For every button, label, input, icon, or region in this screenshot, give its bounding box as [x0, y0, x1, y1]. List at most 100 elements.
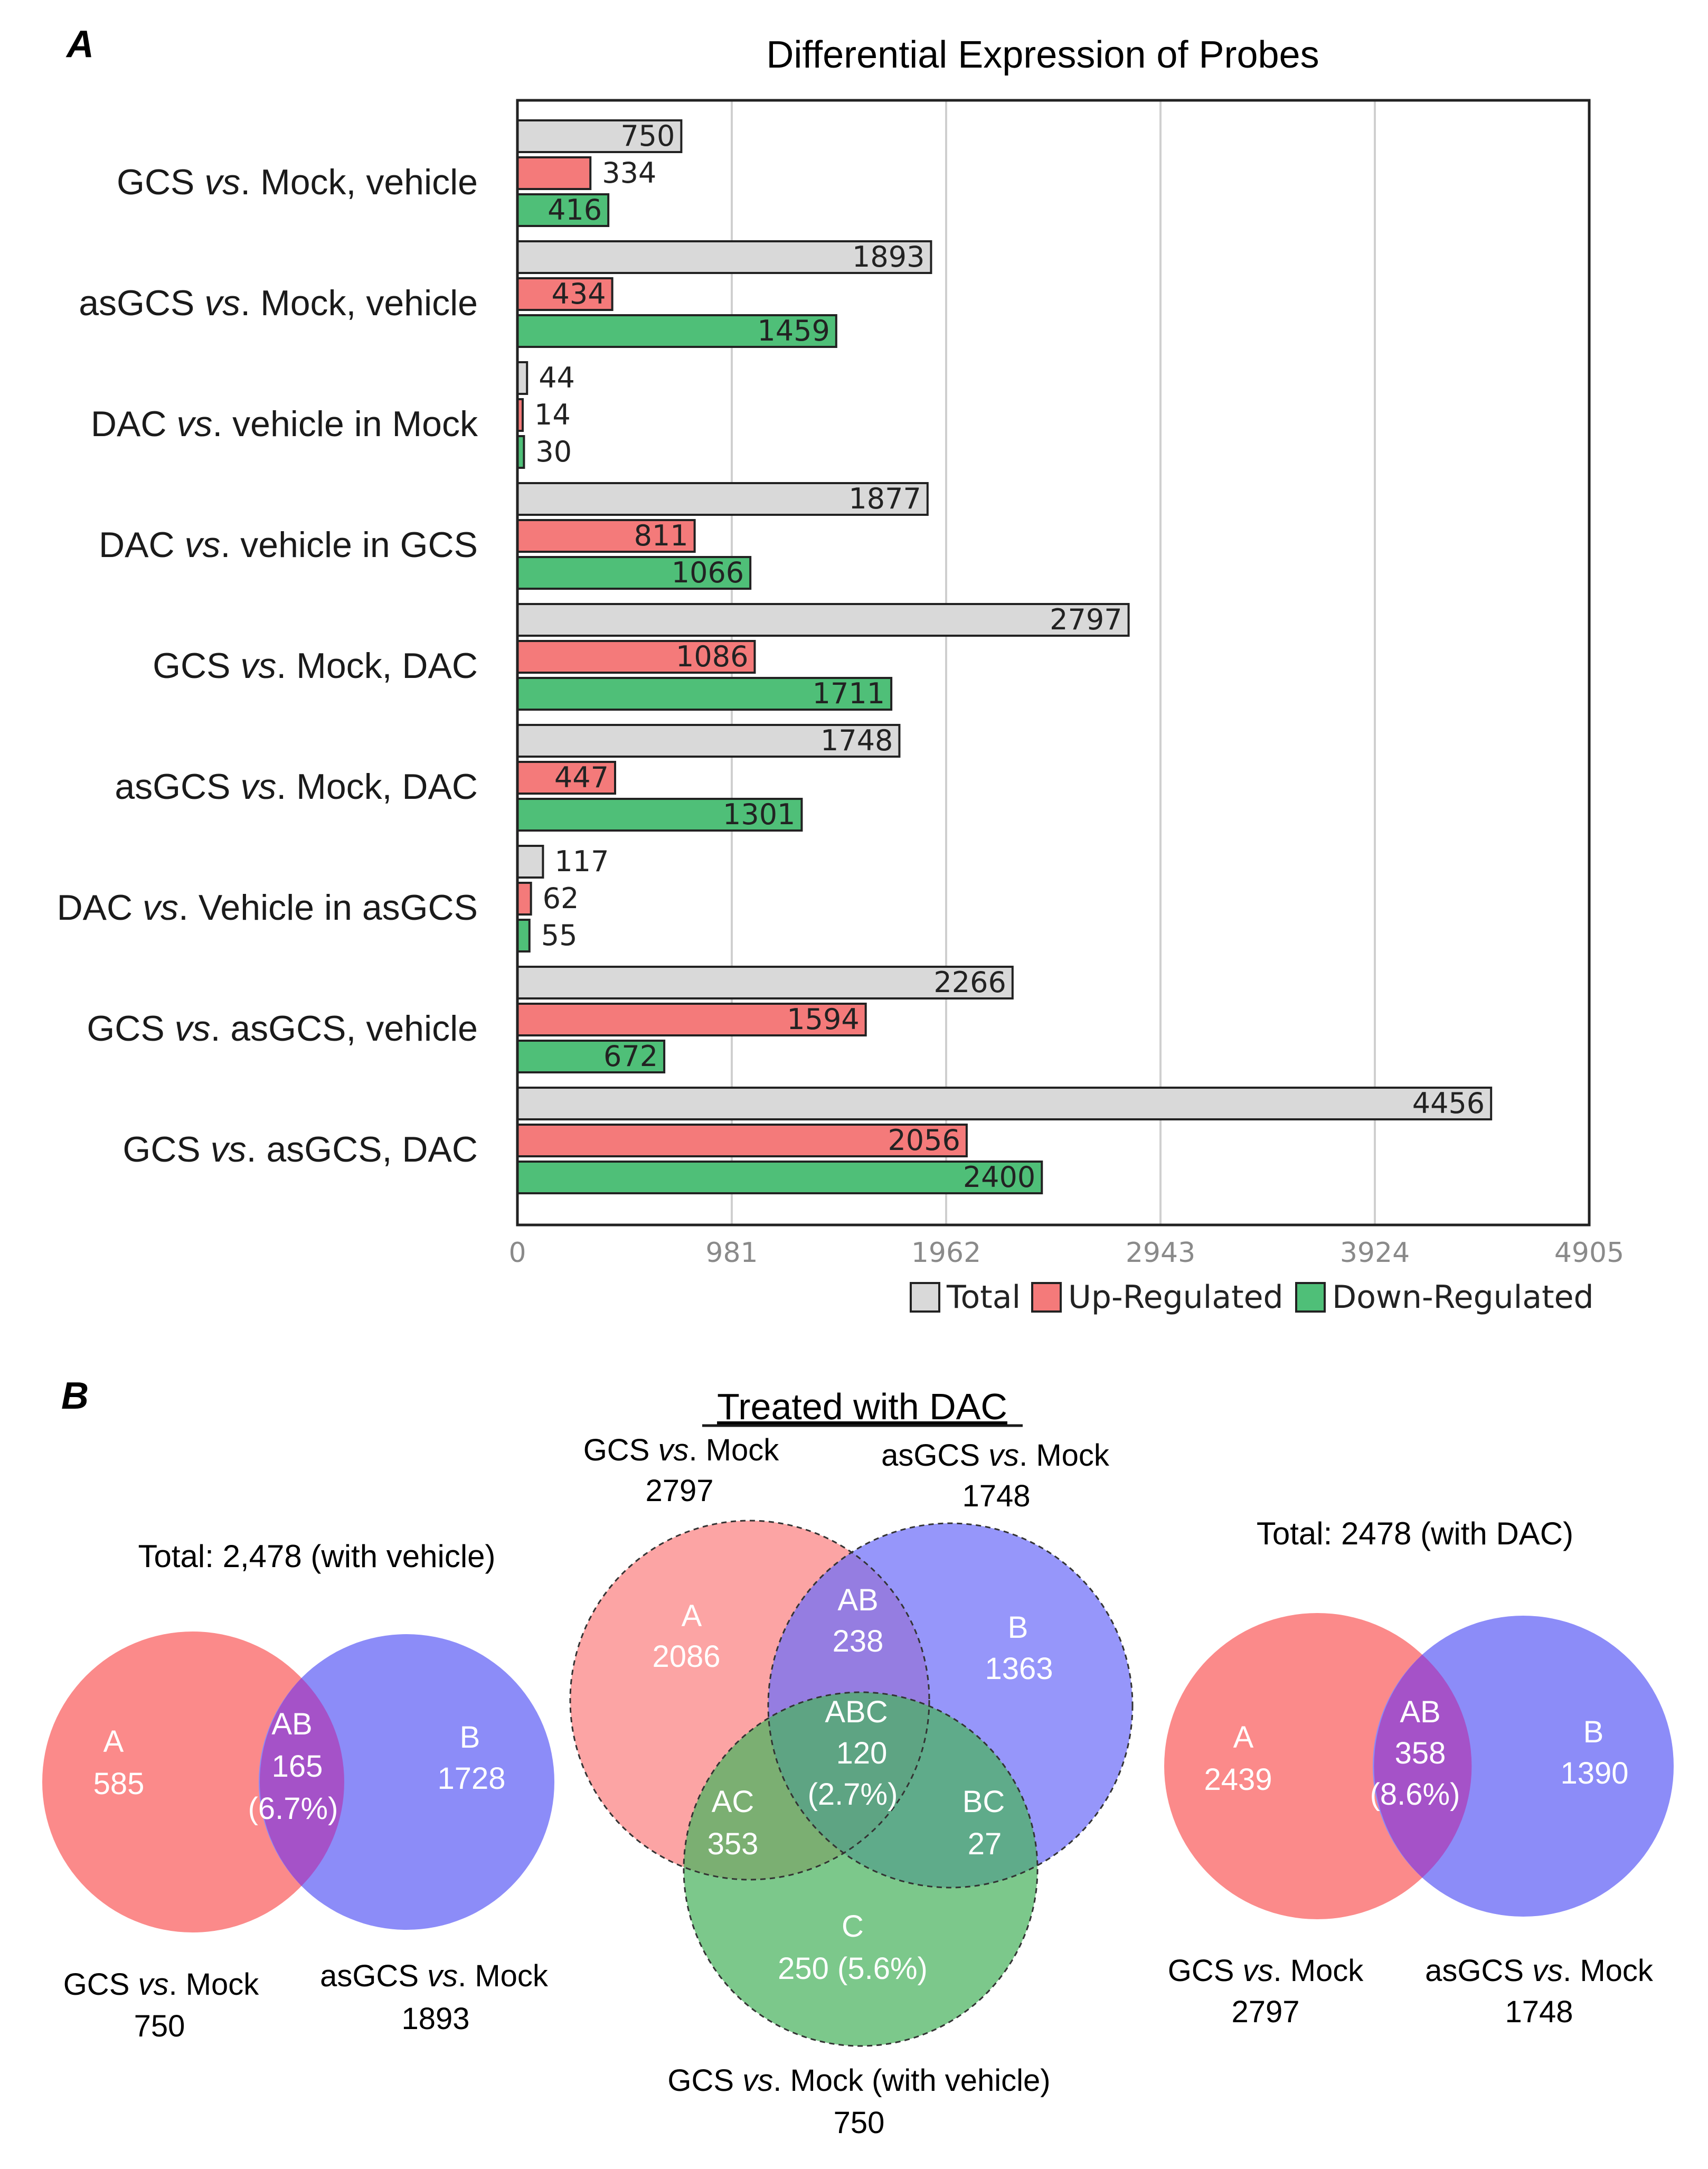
venn-middle-bc-value: 27 — [968, 1827, 1002, 1861]
venn-left-ab-label: AB — [271, 1707, 312, 1741]
bar-value-label: 1459 — [757, 314, 829, 347]
venn-left-b-label: B — [460, 1720, 480, 1755]
venn-middle-c-label: C — [842, 1909, 864, 1944]
venn-left-circle-a — [42, 1632, 343, 1932]
venn-left-b-value: 1728 — [437, 1761, 505, 1796]
venn-right-ab-label: AB — [1400, 1695, 1440, 1729]
venn-middle-set-b-count: 1748 — [962, 1479, 1030, 1513]
bar-value-label: 2056 — [888, 1124, 960, 1157]
venn-middle-bc-label: BC — [962, 1785, 1005, 1819]
venn-middle-ab-value: 238 — [833, 1624, 884, 1658]
category-label: GCS vs. asGCS, vehicle — [87, 1008, 478, 1049]
venn-left-ab-pct: (6.7%) — [248, 1791, 338, 1826]
bar-total — [516, 603, 1130, 637]
venn-right-set-b-count: 1748 — [1505, 1995, 1573, 2029]
venn-left-a-label: A — [103, 1724, 124, 1759]
venn-left-set-b-name: asGCS vs. Mock — [320, 1959, 549, 1993]
chart-title: Differential Expression of Probes — [766, 34, 1319, 76]
venn-middle-ac-value: 353 — [707, 1827, 759, 1861]
category-label: asGCS vs. Mock, vehicle — [79, 283, 478, 323]
venn-middle-title: Treated with DAC — [717, 1386, 1007, 1427]
bar-marks — [516, 119, 1493, 1194]
x-tick-label: 4905 — [1554, 1237, 1624, 1269]
venn-left-a-value: 585 — [93, 1767, 145, 1801]
bar-down-regulated — [516, 919, 531, 953]
venn-middle-set-a-count: 2797 — [645, 1474, 713, 1508]
venn-right-b-label: B — [1583, 1715, 1604, 1749]
bar-up-regulated — [516, 882, 532, 916]
category-label: GCS vs. Mock, DAC — [153, 646, 478, 686]
bar-total — [516, 119, 683, 153]
bar-value-label: 2400 — [963, 1161, 1035, 1194]
venn-right-ab-pct: (8.6%) — [1370, 1777, 1460, 1812]
venn-middle-set-b-name: asGCS vs. Mock — [881, 1438, 1110, 1473]
x-tick-label: 0 — [508, 1237, 526, 1269]
venn-right-a-label: A — [1233, 1720, 1254, 1755]
bar-total — [516, 240, 932, 274]
plot-frame — [516, 99, 1591, 1227]
venn-left-set-a-count: 750 — [134, 2009, 185, 2043]
venn-right: Total: 2478 (with DAC) A 2439 AB 358 (8.… — [1164, 1516, 1674, 2029]
bar-up-regulated — [516, 761, 616, 795]
bar-value-label: 1301 — [723, 798, 795, 831]
venn-middle-abc-label: ABC — [825, 1695, 888, 1729]
bar-total — [516, 845, 544, 879]
venn-right-set-a-name: GCS vs. Mock — [1168, 1954, 1364, 1988]
x-tick-label: 2943 — [1126, 1237, 1195, 1269]
venn-right-total: Total: 2478 (with DAC) — [1257, 1516, 1573, 1551]
bar-down-regulated — [516, 677, 893, 711]
panel-b-letter: B — [61, 1375, 89, 1417]
venn-middle-a-label: A — [682, 1599, 702, 1633]
bar-value-label: 62 — [543, 882, 579, 915]
panel-a-letter: A — [65, 23, 94, 65]
category-label: DAC vs. vehicle in GCS — [99, 525, 478, 565]
bar-up-regulated — [516, 156, 592, 190]
venn-middle-outline-a — [569, 1520, 930, 1881]
bar-down-regulated — [516, 193, 610, 227]
legend-swatch — [1031, 1282, 1062, 1313]
venn-middle-set-c-count: 750 — [834, 2106, 885, 2140]
bar-value-label: 1711 — [813, 677, 885, 710]
venn-middle-set-a-name: GCS vs. Mock — [583, 1433, 780, 1467]
legend-label: Total — [946, 1279, 1021, 1316]
category-label: DAC vs. vehicle in Mock — [91, 404, 478, 444]
venn-left-overlap-ab — [259, 1678, 344, 1886]
x-axis-tick-labels: 0 981 1962 2943 3924 4905 — [508, 1237, 1624, 1269]
bar-value-label: 672 — [603, 1040, 658, 1073]
category-label: GCS vs. asGCS, DAC — [122, 1129, 478, 1170]
venn-middle-b-label: B — [1008, 1610, 1028, 1645]
x-tick-label: 981 — [705, 1237, 758, 1269]
venn-middle-b-value: 1363 — [985, 1652, 1053, 1686]
venn-right-set-a-count: 2797 — [1231, 1995, 1299, 2029]
category-label: GCS vs. Mock, vehicle — [117, 162, 478, 202]
bar-down-regulated — [516, 1161, 1043, 1194]
venn-right-b-value: 1390 — [1560, 1756, 1628, 1790]
panel-b: B Total: 2,478 (with vehicle) A 585 AB 1… — [42, 1375, 1674, 2140]
legend-label: Up-Regulated — [1068, 1279, 1284, 1316]
bar-down-regulated — [516, 798, 803, 832]
bar-value-label: 14 — [534, 398, 571, 431]
bar-value-label: 1893 — [852, 240, 924, 274]
venn-middle-outline-c — [683, 1691, 1039, 2047]
legend-swatch — [1295, 1282, 1326, 1313]
venn-middle-circle-c — [684, 1692, 1037, 2046]
venn-middle-set-c-name: GCS vs. Mock (with vehicle) — [667, 2063, 1050, 2098]
venn-middle-abc-pct: (2.7%) — [808, 1777, 898, 1812]
venn-middle-abc-value: 120 — [836, 1736, 888, 1770]
bar-up-regulated — [516, 1124, 968, 1157]
venn-left: Total: 2,478 (with vehicle) A 585 AB 165… — [42, 1539, 554, 2043]
bar-value-label: 44 — [539, 361, 575, 394]
x-tick-label: 3924 — [1340, 1237, 1410, 1269]
x-tick-label: 1962 — [911, 1237, 981, 1269]
venn-middle-ac-label: AC — [712, 1785, 754, 1819]
venn-middle-a-value: 2086 — [652, 1639, 720, 1674]
bar-value-label: 416 — [548, 193, 602, 227]
category-label: asGCS vs. Mock, DAC — [115, 767, 478, 807]
bar-value-label: 117 — [554, 845, 609, 878]
bar-value-label: 750 — [620, 119, 675, 153]
legend-label: Down-Regulated — [1332, 1279, 1594, 1316]
bar-up-regulated — [516, 640, 756, 674]
bar-value-label: 1086 — [676, 640, 748, 673]
